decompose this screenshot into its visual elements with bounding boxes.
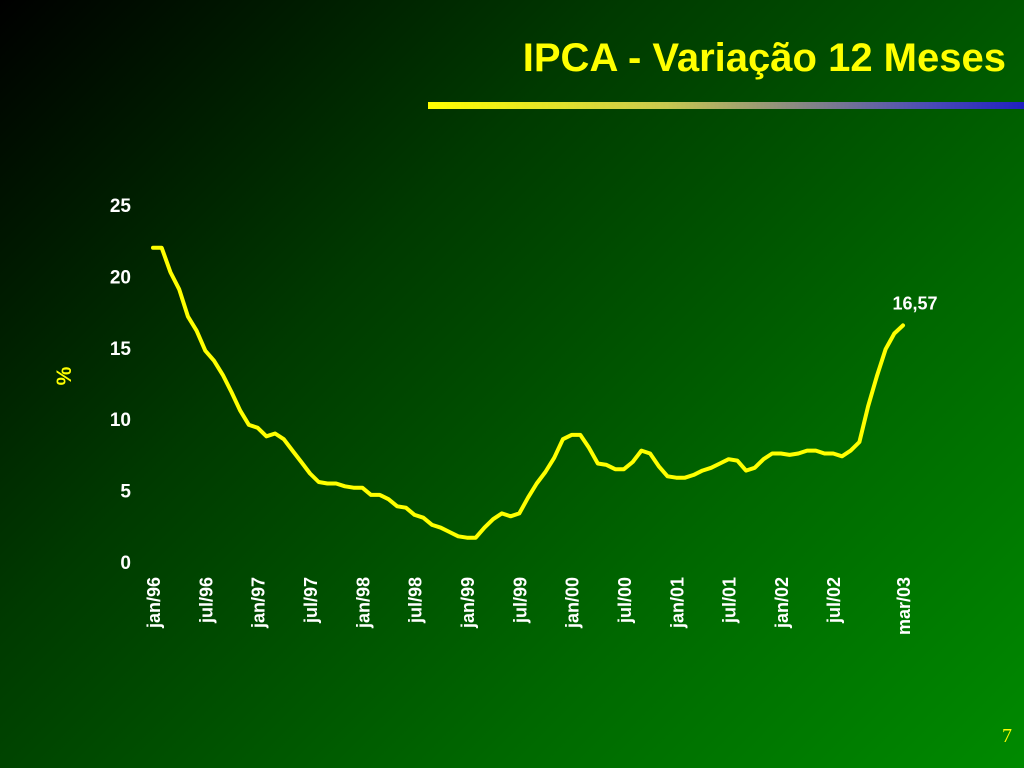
slide-title: IPCA - Variação 12 Meses — [522, 36, 1006, 80]
y-tick-label: 5 — [120, 482, 131, 503]
x-tick-label: jul/01 — [720, 577, 740, 624]
y-tick-label: 25 — [110, 196, 132, 217]
x-tick-label: jan/96 — [144, 577, 164, 629]
last-value-label: 16,57 — [892, 293, 937, 313]
x-tick-label: jan/98 — [353, 577, 373, 629]
y-tick-label: 0 — [120, 553, 131, 574]
x-tick-label: jul/98 — [406, 577, 426, 624]
y-tick-label: 15 — [110, 339, 132, 360]
x-tick-label: jul/97 — [301, 577, 321, 624]
x-tick-label: jan/01 — [667, 577, 687, 629]
y-axis-label: % — [53, 366, 76, 385]
x-tick-label: jan/00 — [563, 577, 583, 629]
ipca-series-line — [151, 245, 905, 540]
y-tick-label: 10 — [110, 410, 131, 431]
y-tick-label: 20 — [110, 267, 131, 288]
x-tick-label: jul/99 — [510, 577, 530, 624]
x-tick-label: mar/03 — [894, 577, 914, 635]
title-underline — [428, 102, 1024, 109]
x-tick-label: jan/02 — [772, 577, 792, 629]
page-number: 7 — [1002, 725, 1012, 747]
x-tick-label: jul/96 — [196, 577, 216, 624]
x-tick-label: jul/02 — [824, 577, 844, 624]
x-tick-label: jan/99 — [458, 577, 478, 629]
x-tick-label: jan/97 — [249, 577, 269, 629]
x-tick-label: jul/00 — [615, 577, 635, 624]
